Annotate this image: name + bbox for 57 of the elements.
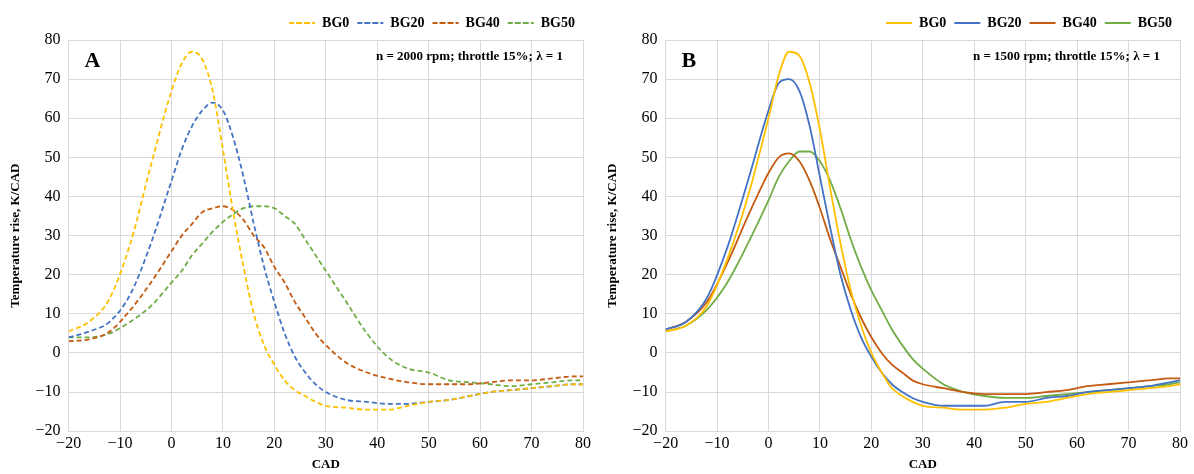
y-tick-label: −10: [632, 382, 658, 400]
y-tick-label: 70: [641, 69, 658, 87]
y-tick-label: −10: [35, 382, 61, 400]
x-tick-label: 40: [966, 434, 983, 451]
y-axis-title: Temperature rise, K/CAD: [7, 163, 23, 308]
y-axis-title: Temperature rise, K/CAD: [604, 163, 620, 308]
x-tick-label: −10: [704, 434, 730, 451]
x-tick-label: 30: [914, 434, 931, 451]
y-tick-label: 40: [44, 186, 61, 204]
x-axis-title: CAD: [908, 455, 937, 471]
x-tick-label: 0: [764, 434, 773, 451]
legend-label: BG40: [1062, 14, 1097, 30]
legend-label: BG20: [390, 14, 425, 30]
x-tick-label: 20: [266, 434, 283, 451]
y-tick-label: 50: [641, 147, 658, 165]
legend-label: BG40: [465, 14, 500, 30]
y-tick-label: 30: [641, 225, 658, 243]
x-tick-label: 80: [1172, 434, 1188, 451]
x-tick-label: 0: [167, 434, 176, 451]
y-tick-label: 60: [641, 108, 658, 126]
x-tick-label: 80: [575, 434, 591, 451]
y-tick-label: 20: [641, 264, 658, 282]
x-tick-label: 50: [420, 434, 437, 451]
annotation: n = 1500 rpm; throttle 15%; λ = 1: [972, 47, 1160, 63]
x-tick-label: 70: [523, 434, 540, 451]
y-tick-label: 80: [641, 30, 658, 48]
x-tick-label: −10: [107, 434, 133, 451]
x-tick-label: 50: [1017, 434, 1034, 451]
legend-label: BG50: [540, 14, 576, 30]
legend-label: BG20: [987, 14, 1022, 30]
annotation: n = 2000 rpm; throttle 15%; λ = 1: [375, 47, 563, 63]
y-tick-label: 30: [44, 225, 61, 243]
x-axis-title: CAD: [311, 455, 340, 471]
x-tick-label: 70: [1120, 434, 1137, 451]
legend-label: BG0: [322, 14, 350, 30]
x-tick-label: 60: [472, 434, 489, 451]
y-tick-label: 40: [641, 186, 658, 204]
y-tick-label: 10: [44, 304, 61, 322]
x-tick-label: 30: [317, 434, 334, 451]
y-tick-label: 0: [649, 343, 658, 361]
legend-label: BG50: [1137, 14, 1173, 30]
y-tick-label: 50: [44, 147, 61, 165]
y-tick-label: 80: [44, 30, 61, 48]
x-tick-label: 60: [1069, 434, 1086, 451]
x-tick-label: 40: [369, 434, 386, 451]
annotation: B: [681, 46, 697, 72]
x-tick-label: 10: [214, 434, 231, 451]
y-tick-label: 60: [44, 108, 61, 126]
y-tick-label: 10: [641, 304, 658, 322]
legend-label: BG0: [919, 14, 947, 30]
x-tick-label: 20: [863, 434, 880, 451]
y-tick-label: 70: [44, 69, 61, 87]
annotation: A: [84, 46, 101, 72]
line-series: [68, 50, 583, 411]
y-tick-label: 0: [52, 343, 61, 361]
y-tick-label: 20: [44, 264, 61, 282]
x-tick-label: 10: [811, 434, 828, 451]
